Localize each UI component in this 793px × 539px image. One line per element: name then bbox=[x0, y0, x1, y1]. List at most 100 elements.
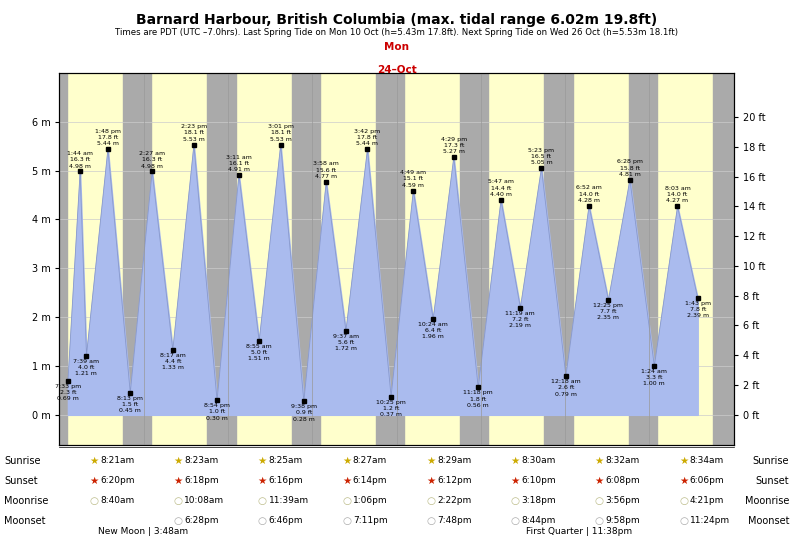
Text: 10:25 pm
1.2 ft
0.37 m: 10:25 pm 1.2 ft 0.37 m bbox=[376, 400, 406, 417]
Text: 11:39am: 11:39am bbox=[269, 496, 308, 505]
Text: 3:56pm: 3:56pm bbox=[606, 496, 640, 505]
Text: ○: ○ bbox=[174, 516, 182, 526]
Text: ○: ○ bbox=[258, 516, 267, 526]
Text: 8:54 pm
1.0 ft
0.30 m: 8:54 pm 1.0 ft 0.30 m bbox=[204, 403, 230, 420]
Text: 6:06pm: 6:06pm bbox=[690, 476, 725, 485]
Bar bbox=[123, 73, 151, 445]
Text: 10:24 am
6.4 ft
1.96 m: 10:24 am 6.4 ft 1.96 m bbox=[418, 322, 448, 340]
Text: Sunset: Sunset bbox=[4, 476, 37, 486]
Text: Times are PDT (UTC –7.0hrs). Last Spring Tide on Mon 10 Oct (h=5.43m 17.8ft). Ne: Times are PDT (UTC –7.0hrs). Last Spring… bbox=[115, 28, 678, 37]
Text: 8:29am: 8:29am bbox=[437, 457, 471, 465]
Text: ★: ★ bbox=[258, 476, 267, 486]
Text: 8:55 am
5.0 ft
1.51 m: 8:55 am 5.0 ft 1.51 m bbox=[247, 344, 272, 362]
Text: ★: ★ bbox=[511, 476, 519, 486]
Text: 7:39 am
4.0 ft
1.21 m: 7:39 am 4.0 ft 1.21 m bbox=[74, 358, 99, 376]
Text: 6:52 am
14.0 ft
4.28 m: 6:52 am 14.0 ft 4.28 m bbox=[576, 185, 602, 203]
Text: ○: ○ bbox=[174, 496, 182, 506]
Bar bbox=[544, 73, 573, 445]
Text: ○: ○ bbox=[595, 496, 604, 506]
Text: 1:43 pm
7.8 ft
2.39 m: 1:43 pm 7.8 ft 2.39 m bbox=[684, 301, 711, 319]
Bar bbox=[460, 73, 488, 445]
Text: Moonset: Moonset bbox=[748, 516, 789, 526]
Text: 11:24pm: 11:24pm bbox=[690, 516, 730, 525]
Text: 3:42 pm
17.8 ft
5.44 m: 3:42 pm 17.8 ft 5.44 m bbox=[354, 129, 381, 146]
Text: 6:14pm: 6:14pm bbox=[353, 476, 387, 485]
Text: 8:03 am
14.0 ft
4.27 m: 8:03 am 14.0 ft 4.27 m bbox=[665, 186, 691, 203]
Text: 8:23am: 8:23am bbox=[184, 457, 219, 465]
Text: ★: ★ bbox=[89, 456, 98, 466]
Text: 10:08am: 10:08am bbox=[184, 496, 224, 505]
Text: 8:44pm: 8:44pm bbox=[521, 516, 556, 525]
Text: 3:01 pm
18.1 ft
5.53 m: 3:01 pm 18.1 ft 5.53 m bbox=[268, 125, 293, 142]
Text: 6:18pm: 6:18pm bbox=[184, 476, 219, 485]
Text: 9:38 pm
0.9 ft
0.28 m: 9:38 pm 0.9 ft 0.28 m bbox=[291, 404, 317, 421]
Text: 2:23 pm
18.1 ft
5.53 m: 2:23 pm 18.1 ft 5.53 m bbox=[181, 125, 207, 142]
Text: 3:58 am
15.6 ft
4.77 m: 3:58 am 15.6 ft 4.77 m bbox=[313, 161, 339, 179]
Text: Moonset: Moonset bbox=[4, 516, 45, 526]
Text: 4:21pm: 4:21pm bbox=[690, 496, 724, 505]
Text: ★: ★ bbox=[258, 456, 267, 466]
Text: 1:24 am
3.3 ft
1.00 m: 1:24 am 3.3 ft 1.00 m bbox=[642, 369, 668, 386]
Text: 7:33 pm
2.3 ft
0.69 m: 7:33 pm 2.3 ft 0.69 m bbox=[55, 384, 81, 402]
Text: ★: ★ bbox=[342, 476, 351, 486]
Text: 4:49 am
15.1 ft
4.59 m: 4:49 am 15.1 ft 4.59 m bbox=[400, 170, 427, 188]
Text: Sunrise: Sunrise bbox=[753, 456, 789, 466]
Text: ★: ★ bbox=[89, 476, 98, 486]
Text: ★: ★ bbox=[679, 476, 688, 486]
Text: 11:18 pm
1.8 ft
0.56 m: 11:18 pm 1.8 ft 0.56 m bbox=[463, 390, 493, 408]
Text: 2:27 am
16.3 ft
4.98 m: 2:27 am 16.3 ft 4.98 m bbox=[139, 151, 165, 169]
Text: 8:17 am
4.4 ft
1.33 m: 8:17 am 4.4 ft 1.33 m bbox=[160, 353, 186, 370]
Text: 4:29 pm
17.3 ft
5.27 m: 4:29 pm 17.3 ft 5.27 m bbox=[441, 137, 467, 154]
Text: 8:27am: 8:27am bbox=[353, 457, 387, 465]
Text: 5:23 pm
16.5 ft
5.05 m: 5:23 pm 16.5 ft 5.05 m bbox=[528, 148, 554, 165]
Text: 9:58pm: 9:58pm bbox=[606, 516, 640, 525]
Text: ★: ★ bbox=[342, 456, 351, 466]
Text: Sunset: Sunset bbox=[756, 476, 789, 486]
Text: ★: ★ bbox=[426, 456, 435, 466]
Text: 5:47 am
14.4 ft
4.40 m: 5:47 am 14.4 ft 4.40 m bbox=[488, 179, 514, 197]
Text: 6:12pm: 6:12pm bbox=[437, 476, 472, 485]
Text: ○: ○ bbox=[427, 496, 435, 506]
Text: 11:19 am
7.2 ft
2.19 m: 11:19 am 7.2 ft 2.19 m bbox=[505, 311, 535, 328]
Text: ★: ★ bbox=[426, 476, 435, 486]
Text: ○: ○ bbox=[511, 516, 519, 526]
Text: 2:22pm: 2:22pm bbox=[437, 496, 471, 505]
Text: Moonrise: Moonrise bbox=[4, 496, 48, 506]
Text: 24–Oct: 24–Oct bbox=[377, 65, 416, 74]
Text: 9:37 am
5.6 ft
1.72 m: 9:37 am 5.6 ft 1.72 m bbox=[333, 334, 359, 351]
Text: ★: ★ bbox=[511, 456, 519, 466]
Text: 3:11 am
16.1 ft
4.91 m: 3:11 am 16.1 ft 4.91 m bbox=[226, 155, 252, 172]
Text: ★: ★ bbox=[174, 456, 182, 466]
Text: 8:30am: 8:30am bbox=[521, 457, 556, 465]
Bar bbox=[713, 73, 734, 445]
Bar bbox=[59, 73, 67, 445]
Text: ★: ★ bbox=[595, 476, 604, 486]
Text: 12:18 am
2.6 ft
0.79 m: 12:18 am 2.6 ft 0.79 m bbox=[551, 379, 580, 397]
Text: 6:20pm: 6:20pm bbox=[100, 476, 135, 485]
Bar bbox=[376, 73, 404, 445]
Text: 7:11pm: 7:11pm bbox=[353, 516, 388, 525]
Text: 12:25 pm
7.7 ft
2.35 m: 12:25 pm 7.7 ft 2.35 m bbox=[593, 303, 623, 320]
Text: 8:34am: 8:34am bbox=[690, 457, 724, 465]
Text: Barnard Harbour, British Columbia (max. tidal range 6.02m 19.8ft): Barnard Harbour, British Columbia (max. … bbox=[136, 13, 657, 27]
Text: 6:28pm: 6:28pm bbox=[184, 516, 219, 525]
Text: 6:46pm: 6:46pm bbox=[269, 516, 303, 525]
Text: ○: ○ bbox=[90, 496, 98, 506]
Text: 6:28 pm
15.8 ft
4.81 m: 6:28 pm 15.8 ft 4.81 m bbox=[617, 160, 643, 177]
Text: 1:48 pm
17.8 ft
5.44 m: 1:48 pm 17.8 ft 5.44 m bbox=[95, 129, 121, 146]
Text: Mon: Mon bbox=[384, 42, 409, 52]
Text: 8:21am: 8:21am bbox=[100, 457, 134, 465]
Text: 7:48pm: 7:48pm bbox=[437, 516, 472, 525]
Text: ★: ★ bbox=[679, 456, 688, 466]
Text: 3:18pm: 3:18pm bbox=[521, 496, 556, 505]
Text: 8:13 pm
1.5 ft
0.45 m: 8:13 pm 1.5 ft 0.45 m bbox=[117, 396, 144, 413]
Text: ○: ○ bbox=[427, 516, 435, 526]
Text: 8:32am: 8:32am bbox=[606, 457, 640, 465]
Text: ○: ○ bbox=[680, 516, 688, 526]
Bar bbox=[629, 73, 657, 445]
Bar bbox=[207, 73, 236, 445]
Text: ○: ○ bbox=[511, 496, 519, 506]
Text: First Quarter | 11:38pm: First Quarter | 11:38pm bbox=[526, 527, 632, 536]
Text: ★: ★ bbox=[595, 456, 604, 466]
Text: 8:40am: 8:40am bbox=[100, 496, 134, 505]
